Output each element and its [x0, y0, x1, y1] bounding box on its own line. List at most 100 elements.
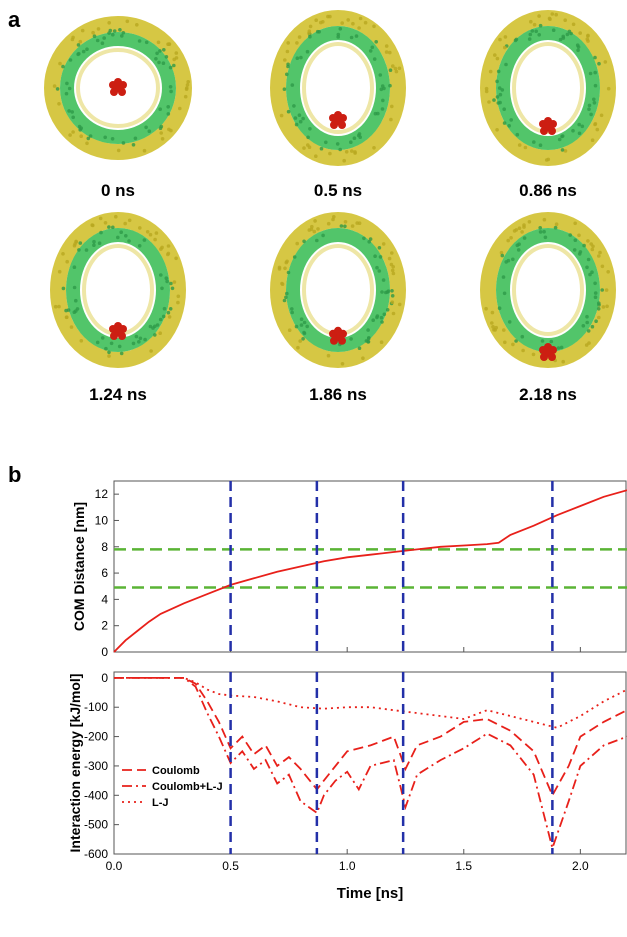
lipid-bead [584, 343, 589, 347]
lipid-bead [70, 37, 75, 42]
lipid-bead [286, 41, 291, 45]
lipid-bead [123, 221, 127, 226]
lipid-bead [390, 104, 394, 109]
lipid-bead [65, 81, 69, 86]
lipid-bead [356, 133, 361, 138]
snapshot-time-label: 0.86 ns [519, 181, 577, 200]
vesicle-snapshot [270, 212, 406, 368]
lipid-bead [517, 226, 522, 230]
lipid-bead [488, 69, 493, 74]
lipid-bead [127, 218, 132, 223]
lipid-bead [554, 222, 559, 226]
lipid-bead [514, 339, 518, 343]
lipid-bead [153, 333, 157, 337]
lipid-bead [174, 51, 179, 55]
plots-figure: b 0 2 4 6 8 10 12 COM Distance [nm] 0 -100 -200 -300… [8, 462, 627, 902]
lipid-bead [515, 243, 520, 248]
lipid-bead [297, 113, 302, 117]
lipid-bead [52, 84, 57, 88]
lipid-bead [107, 21, 111, 25]
inner-leaflet [302, 42, 374, 134]
ion-cluster [329, 111, 347, 129]
lipid-bead [292, 104, 296, 108]
lipid-bead [591, 244, 595, 249]
lipid-bead [57, 304, 61, 309]
lipid-bead [554, 12, 558, 17]
y-tick-label: 0 [101, 671, 108, 685]
lipid-bead [550, 12, 555, 16]
lipid-bead [352, 136, 357, 140]
ion-bead [114, 78, 122, 86]
lipid-bead [107, 354, 111, 358]
lipid-bead [112, 29, 117, 33]
lipid-bead [587, 107, 591, 111]
lipid-bead [74, 298, 78, 303]
lipid-bead [389, 117, 393, 122]
lipid-bead [67, 109, 71, 113]
lipid-bead [538, 23, 543, 28]
lipid-bead [295, 41, 299, 45]
ion-cluster [109, 322, 127, 340]
snapshot-figure: a 0 ns 0.5 ns 0.86 ns 1.24 ns 1.86 ns 2.18 ns [8, 7, 616, 404]
lipid-bead [390, 251, 394, 255]
lipid-bead [302, 239, 306, 244]
lipid-bead [543, 235, 548, 240]
y-tick-label: 10 [95, 513, 109, 527]
tail-region [286, 26, 390, 150]
lipid-bead [114, 214, 118, 219]
lipid-bead [155, 51, 159, 56]
lipid-bead [496, 69, 501, 74]
lipid-bead [344, 150, 349, 154]
lipid-bead [172, 63, 176, 68]
lipid-bead [298, 119, 303, 124]
lipid-bead [561, 359, 565, 364]
lipid-bead [55, 87, 60, 91]
lipid-bead [349, 337, 353, 341]
lipid-bead [127, 239, 131, 243]
lipid-bead [302, 320, 307, 325]
lipid-bead [547, 16, 552, 21]
tail-region [286, 228, 390, 352]
lipid-bead [71, 130, 75, 134]
snapshot-time-label: 0.5 ns [314, 181, 362, 200]
lipid-bead [299, 55, 303, 60]
lipid-bead [577, 131, 582, 136]
lipid-bead [354, 34, 359, 38]
lipid-bead [350, 224, 355, 228]
lipid-bead [302, 331, 307, 336]
lipid-bead [154, 231, 159, 235]
lipid-bead [596, 307, 601, 311]
vesicle-snapshot [480, 212, 616, 368]
lipid-bead [100, 336, 105, 340]
lipid-bead [65, 315, 69, 320]
lipid-bead [308, 34, 312, 39]
ion-bead [338, 336, 346, 345]
lipid-bead [307, 145, 312, 149]
lipid-bead [183, 94, 188, 99]
lipid-bead [85, 141, 89, 146]
lipid-bead [593, 55, 597, 60]
lipid-bead [600, 264, 605, 269]
lipid-bead [391, 311, 396, 316]
lipid-bead [157, 60, 161, 65]
lipid-bead [590, 138, 595, 142]
lipid-bead [79, 339, 84, 343]
lipid-bead [357, 221, 362, 225]
lipid-bead [573, 221, 577, 226]
lipid-bead [298, 339, 303, 343]
lipid-bead [370, 45, 375, 50]
legend: Coulomb Coulomb+L-J L-J [122, 765, 223, 809]
lipid-bead [394, 69, 399, 74]
lipid-bead [511, 342, 515, 347]
ion-bead [544, 117, 552, 125]
lipid-bead [388, 83, 392, 88]
lipid-bead [390, 294, 395, 298]
lipid-bead [76, 43, 81, 47]
ion-bead [330, 121, 338, 129]
ion-bead [548, 353, 556, 361]
lipid-bead [590, 324, 595, 329]
lipid-bead [64, 308, 68, 313]
lipid-bead [391, 271, 396, 276]
lipid-bead [144, 125, 148, 130]
lipid-bead [377, 246, 382, 250]
